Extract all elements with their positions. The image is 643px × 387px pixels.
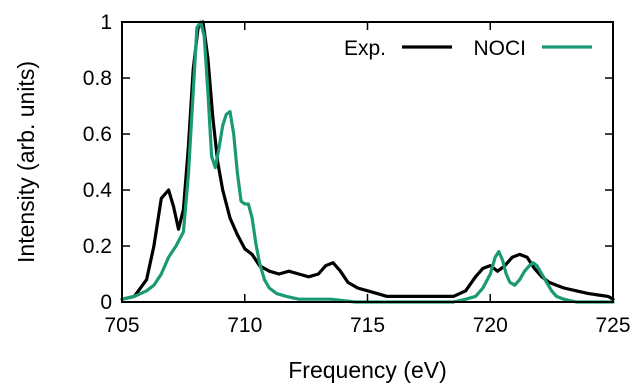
y-axis-label: Intensity (arb. units) <box>13 61 39 263</box>
y-tick-label: 0.4 <box>83 179 113 202</box>
legend-label-1: Exp. <box>344 37 386 60</box>
legend: Exp. NOCI <box>344 37 592 60</box>
y-tick-label: 0 <box>100 291 112 314</box>
y-tick-label: 1 <box>100 11 112 34</box>
legend-label-2: NOCI <box>474 37 527 60</box>
x-axis-label: Frequency (eV) <box>288 357 447 383</box>
x-tick-label: 720 <box>473 314 508 337</box>
curve-layer <box>120 20 615 304</box>
x-tick-label: 705 <box>104 314 139 337</box>
tick-layer: 705 710 715 720 725 0 0.2 0.4 0.6 0.8 1 <box>83 11 631 337</box>
y-tick-label: 0.8 <box>83 67 112 90</box>
series-line-2 <box>120 20 615 304</box>
y-tick-label: 0.6 <box>83 123 112 146</box>
x-tick-label: 710 <box>227 314 262 337</box>
x-tick-label: 725 <box>595 314 630 337</box>
x-tick-label: 715 <box>350 314 385 337</box>
y-tick-label: 0.2 <box>83 235 112 258</box>
